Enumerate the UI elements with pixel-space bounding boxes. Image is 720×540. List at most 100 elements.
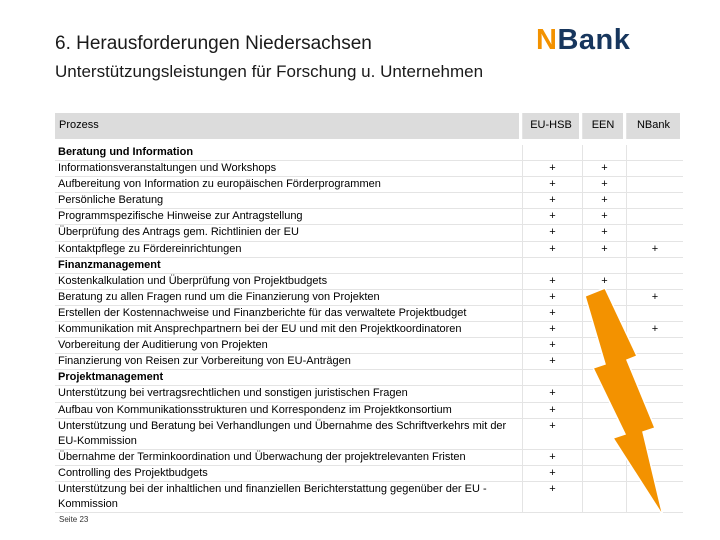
process-label: Persönliche Beratung <box>58 194 164 207</box>
process-label: Finanzierung von Reisen zur Vorbereitung… <box>58 355 351 368</box>
cell <box>626 177 683 193</box>
table-row: Finanzierung von Reisen zur Vorbereitung… <box>55 354 683 371</box>
cell <box>522 257 582 273</box>
cell <box>522 145 582 161</box>
cell: + <box>522 465 582 481</box>
process-label: Unterstützung und Beratung bei Verhandlu… <box>58 419 507 447</box>
table-row: Unterstützung und Beratung bei Verhandlu… <box>55 418 683 450</box>
process-label: Unterstützung bei der inhaltlichen und f… <box>58 482 487 511</box>
cell <box>626 305 683 322</box>
table-row: Kontaktpflege zu Fördereinrichtungen + + + <box>55 241 683 258</box>
cell <box>582 370 626 386</box>
process-label: Informationsveranstaltungen und Workshop… <box>58 162 277 175</box>
section-label: Projektmanagement <box>58 371 164 384</box>
cell <box>626 209 683 225</box>
table-row: Aufbereitung von Information zu europäis… <box>55 177 683 194</box>
cell <box>626 465 683 481</box>
cell <box>582 481 626 513</box>
table-row: Erstellen der Kostennachweise und Finanz… <box>55 305 683 323</box>
cell: + <box>582 193 626 209</box>
cell <box>582 257 626 273</box>
cell <box>522 370 582 386</box>
process-label: Kommunikation mit Ansprechpartnern bei d… <box>58 323 462 336</box>
table-row: Informationsveranstaltungen und Workshop… <box>55 161 683 178</box>
cell: + <box>522 209 582 225</box>
column-header: Prozess <box>55 113 522 139</box>
section-row: Beratung und Information <box>55 145 683 162</box>
table-row: Persönliche Beratung + + <box>55 193 683 210</box>
cell <box>626 193 683 209</box>
cell: + <box>522 449 582 465</box>
process-label: Unterstützung bei vertragsrechtlichen un… <box>58 387 408 400</box>
cell <box>582 449 626 465</box>
cell: + <box>522 418 582 449</box>
column-header: EEN <box>582 113 626 139</box>
cell: + <box>582 273 626 289</box>
section-label: Beratung und Information <box>58 146 194 158</box>
cell <box>582 402 626 418</box>
table: Prozess EU-HSB EEN NBank Beratung und Inform… <box>55 113 683 514</box>
process-label: Erstellen der Kostennachweise und Finanz… <box>58 306 467 319</box>
process-label: Beratung zu allen Fragen rund um die Fin… <box>58 290 380 303</box>
cell <box>582 145 626 161</box>
cell: + <box>522 193 582 209</box>
table-row: Aufbau von Kommunikationsstrukturen und … <box>55 402 683 419</box>
cell: + <box>582 161 626 177</box>
column-header: NBank <box>626 113 683 139</box>
cell: + <box>522 241 582 257</box>
process-label: Controlling des Projektbudgets <box>58 466 208 479</box>
cell <box>626 273 683 289</box>
cell <box>582 322 626 338</box>
cell <box>582 338 626 354</box>
cell <box>582 418 626 449</box>
table-row: Vorbereitung der Auditierung von Projekt… <box>55 338 683 355</box>
logo-text: Bank <box>557 24 631 56</box>
logo: NBank <box>536 24 630 57</box>
section-row: Finanzmanagement <box>55 257 683 274</box>
process-label: Aufbereitung von Information zu europäis… <box>58 178 381 191</box>
header-row: Prozess EU-HSB EEN NBank <box>55 113 683 139</box>
table-row: Überprüfung des Antrags gem. Richtlinien… <box>55 225 683 242</box>
cell <box>626 257 683 273</box>
process-label: Vorbereitung der Auditierung von Projekt… <box>58 339 268 352</box>
cell: + <box>522 225 582 241</box>
cell <box>582 305 626 322</box>
table-row: Programmspezifische Hinweise zur Antrags… <box>55 209 683 226</box>
cell <box>626 161 683 177</box>
cell: + <box>522 161 582 177</box>
table-row: Kostenkalkulation und Überprüfung von Pr… <box>55 273 683 290</box>
process-label: Programmspezifische Hinweise zur Antrags… <box>58 210 303 223</box>
page-number: Seite 23 <box>59 515 89 524</box>
cell: + <box>522 289 582 305</box>
logo-mark: N <box>536 24 558 56</box>
cell <box>626 225 683 241</box>
cell <box>582 465 626 481</box>
lightning-bolt <box>585 288 664 517</box>
process-label: Überprüfung des Antrags gem. Richtlinien… <box>58 226 299 239</box>
cell <box>582 354 626 370</box>
process-label: Aufbau von Kommunikationsstrukturen und … <box>58 403 452 416</box>
table-row: Unterstützung bei der inhaltlichen und f… <box>55 481 683 514</box>
process-label: Übernahme der Terminkoordination und Übe… <box>58 450 466 463</box>
cell: + <box>522 305 582 322</box>
cell: + <box>626 289 683 305</box>
cell: + <box>522 354 582 370</box>
column-header: EU-HSB <box>522 113 582 139</box>
cell: + <box>522 177 582 193</box>
table-row: Controlling des Projektbudgets + <box>55 465 683 482</box>
process-label: Kontaktpflege zu Fördereinrichtungen <box>58 242 242 255</box>
cell <box>582 386 626 402</box>
cell: + <box>522 338 582 354</box>
cell: + <box>626 241 683 257</box>
process-label: Kostenkalkulation und Überprüfung von Pr… <box>58 274 328 287</box>
cell: + <box>582 241 626 257</box>
cell: + <box>582 225 626 241</box>
table-row: Kommunikation mit Ansprechpartnern bei d… <box>55 322 683 339</box>
cell: + <box>522 386 582 402</box>
subtitle: Unterstützungsleistungen für Forschung u… <box>55 62 484 81</box>
cell: + <box>522 322 582 338</box>
cell <box>626 145 683 161</box>
cell: + <box>522 273 582 289</box>
